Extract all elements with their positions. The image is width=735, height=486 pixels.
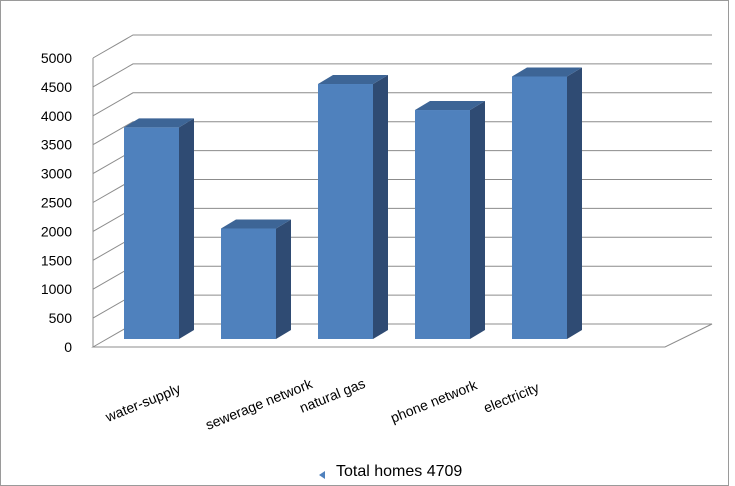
bar-front: [221, 228, 276, 339]
bar-side: [179, 118, 194, 339]
bar-top: [124, 118, 194, 128]
y-tick-label: 3000: [41, 166, 72, 182]
y-tick-label: 3500: [41, 137, 72, 153]
y-tick-label: 2000: [41, 223, 72, 239]
bar-side: [567, 67, 582, 339]
gridline: [92, 34, 712, 59]
bar-side: [470, 101, 485, 340]
y-tick-label: 500: [49, 310, 73, 326]
bar-side: [276, 219, 291, 339]
bar-top: [415, 101, 485, 111]
bar: [318, 75, 388, 339]
bars: [124, 67, 582, 340]
bar-front: [512, 76, 567, 339]
y-tick-label: 1500: [41, 252, 72, 268]
bar-front: [415, 110, 470, 340]
y-axis-ticks: 0 500 1000 1500 2000 2500 3000 3500 4000 4500 5000: [41, 50, 72, 355]
y-tick-label: 0: [64, 339, 72, 355]
bar-front: [318, 84, 373, 339]
bar: [415, 101, 485, 340]
bar: [221, 219, 291, 339]
floor: [91, 323, 713, 348]
bar: [512, 67, 582, 339]
y-tick-label: 2500: [41, 195, 72, 211]
legend-label: Total homes 4709: [336, 463, 462, 480]
gridline: [92, 63, 712, 88]
bar-top: [512, 67, 582, 77]
y-tick-label: 1000: [41, 281, 72, 297]
legend-marker: [319, 471, 325, 479]
y-tick-label: 4000: [41, 108, 72, 124]
y-tick-label: 5000: [41, 50, 72, 66]
bar: [124, 118, 194, 339]
bar-top: [221, 219, 291, 229]
bar-top: [318, 75, 388, 85]
bar-side: [373, 75, 388, 339]
legend: Total homes 4709: [319, 463, 462, 480]
bar-front: [124, 127, 179, 339]
y-tick-label: 4500: [41, 79, 72, 95]
